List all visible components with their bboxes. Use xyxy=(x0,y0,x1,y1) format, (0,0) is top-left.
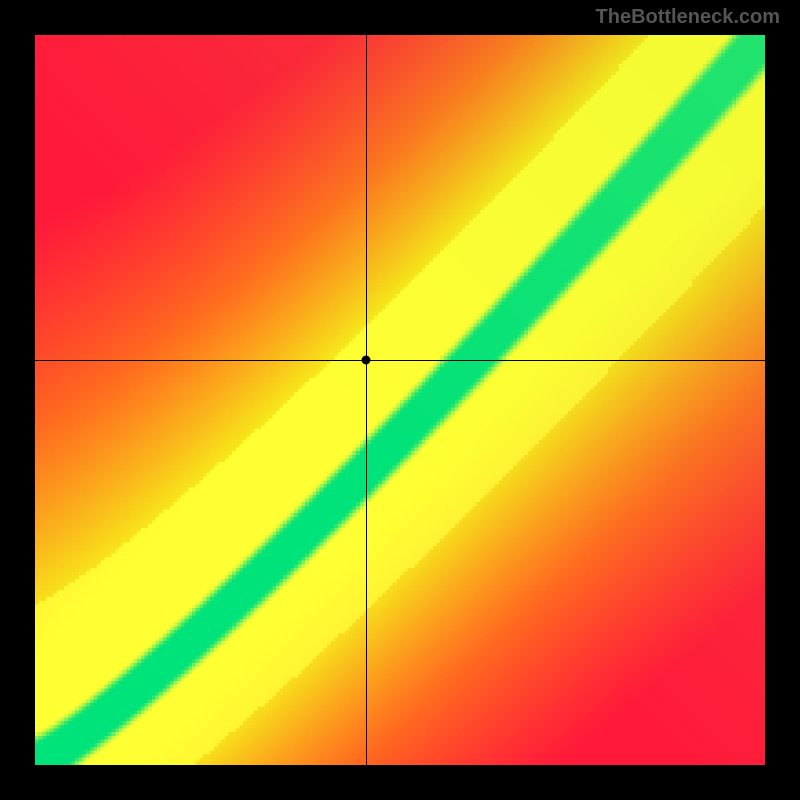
selected-point xyxy=(362,356,371,365)
crosshair-vertical xyxy=(366,35,367,765)
bottleneck-heatmap xyxy=(35,35,765,765)
crosshair-horizontal xyxy=(35,360,765,361)
watermark-text: TheBottleneck.com xyxy=(596,6,780,29)
plot-frame xyxy=(35,35,765,765)
